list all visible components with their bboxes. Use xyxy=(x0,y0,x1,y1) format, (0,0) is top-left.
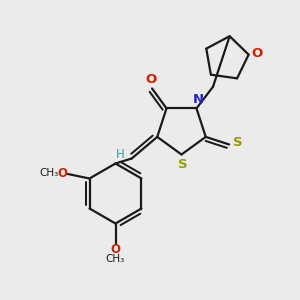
Text: O: O xyxy=(251,46,263,60)
Text: N: N xyxy=(192,94,204,106)
Text: O: O xyxy=(110,243,121,256)
Text: S: S xyxy=(233,136,242,149)
Text: O: O xyxy=(145,73,156,86)
Text: CH₃: CH₃ xyxy=(40,168,59,178)
Text: S: S xyxy=(178,158,188,171)
Text: H: H xyxy=(116,148,125,161)
Text: CH₃: CH₃ xyxy=(106,254,125,265)
Text: O: O xyxy=(58,167,68,180)
